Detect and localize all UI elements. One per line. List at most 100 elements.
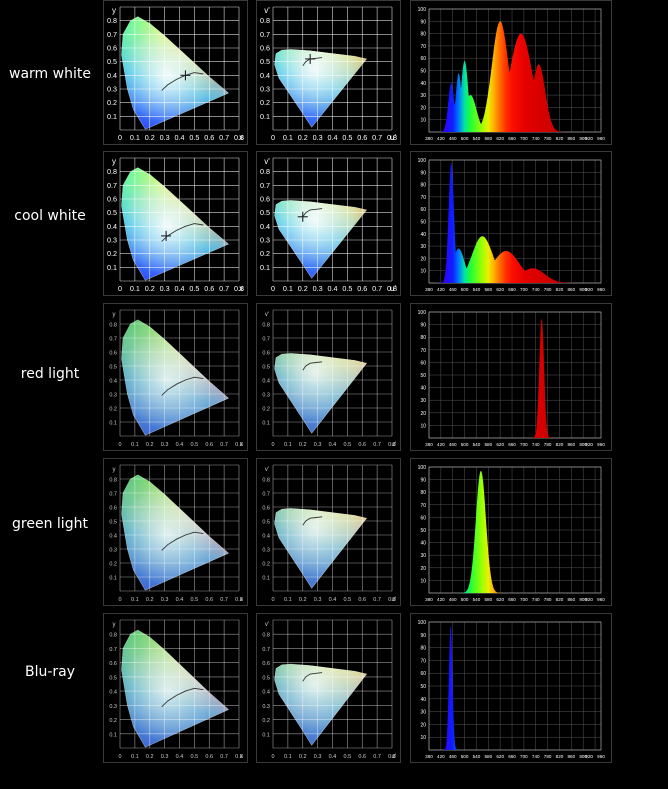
x-tick-label: 0.3 [161, 442, 169, 448]
x-tick-label: 0.3 [160, 284, 170, 293]
y-tick-label: 70 [420, 503, 426, 509]
spectral-locus [121, 629, 230, 748]
y-tick-label: 30 [420, 398, 426, 404]
y-tick-label: 0.6 [107, 195, 117, 204]
x-tick-label: 0.8 [234, 284, 244, 293]
y-tick-label: 0.5 [107, 57, 117, 66]
y-tick-label: 0.2 [260, 249, 270, 258]
x-axis-label: u' [392, 597, 396, 603]
y-tick-label: 0.5 [262, 365, 270, 371]
y-tick-label: 0.7 [107, 30, 117, 39]
x-tick-label: 0.7 [220, 442, 228, 448]
x-tick-label: 540 [473, 287, 481, 292]
y-tick-label: 0.8 [109, 323, 117, 329]
y-tick-label: 0.2 [107, 98, 117, 107]
y-tick-label: 0.3 [262, 393, 270, 399]
y-tick-label: 70 [420, 44, 426, 50]
y-tick-label: 20 [420, 411, 426, 417]
y-tick-label: 0.1 [262, 576, 270, 582]
x-tick-label: 660 [508, 442, 516, 447]
x-tick-label: 960 [597, 136, 605, 141]
x-tick-label: 0.6 [358, 754, 366, 760]
y-tick-label: 0.1 [107, 263, 117, 272]
y-tick-label: 10 [420, 269, 426, 275]
x-tick-label: 0.4 [328, 284, 338, 293]
y-tick-label: 20 [420, 105, 426, 111]
y-axis-label: v' [265, 467, 269, 473]
row-label-green-light: green light [12, 516, 88, 532]
y-tick-label: 0.4 [262, 534, 270, 540]
y-tick-label: 40 [420, 386, 426, 392]
planckian-locus [302, 516, 323, 526]
planckian-locus [161, 376, 204, 396]
x-tick-label: 380 [425, 754, 433, 759]
y-tick-label: 0.8 [262, 478, 270, 484]
y-tick-label: 0.5 [107, 208, 117, 217]
x-tick-label: 960 [597, 442, 605, 447]
planckian-locus [302, 361, 323, 371]
grid [272, 157, 393, 282]
y-tick-label: 50 [420, 220, 426, 226]
x-tick-label: 0.3 [314, 754, 322, 760]
y-tick-label: 40 [420, 232, 426, 238]
x-tick-label: 0 [118, 442, 121, 448]
x-tick-label: 0.6 [358, 597, 366, 603]
y-tick-label: 0.6 [262, 506, 270, 512]
y-tick-label: 60 [420, 515, 426, 521]
x-tick-label: 0.8 [235, 442, 243, 448]
y-tick-label: 100 [418, 158, 427, 164]
x-tick-label: 0.6 [204, 133, 214, 142]
x-tick-label: 0.2 [299, 754, 307, 760]
x-tick-label: 0.4 [176, 442, 184, 448]
y-tick-label: 0.4 [109, 379, 117, 385]
cie-uv-chart: 0 0.1 0.2 0.3 0.4 0.5 0.6 0.7 0.8 0.1 0.2 0.3 0.4 0.5… [262, 309, 396, 448]
x-tick-label: 0.6 [205, 442, 213, 448]
x-tick-label: 0.5 [344, 754, 352, 760]
y-tick-label: 50 [420, 373, 426, 379]
x-tick-label: 860 [568, 442, 576, 447]
x-tick-label: 540 [473, 442, 481, 447]
y-tick-label: 50 [420, 528, 426, 534]
y-tick-label: 0.1 [107, 112, 117, 121]
x-tick-label: 0.6 [205, 597, 213, 603]
y-axis-label: v' [265, 312, 269, 318]
y-tick-label: 50 [420, 69, 426, 75]
x-tick-label: 0 [118, 597, 121, 603]
x-tick-label: 620 [496, 597, 504, 602]
y-tick-label: 0.2 [107, 249, 117, 258]
x-tick-label: 460 [449, 287, 457, 292]
x-tick-label: 380 [425, 597, 433, 602]
x-tick-label: 0.4 [329, 442, 337, 448]
y-tick-label: 0.2 [262, 718, 270, 724]
x-tick-label: 380 [425, 287, 433, 292]
x-tick-label: 0.1 [284, 597, 292, 603]
x-tick-label: 0.6 [204, 284, 214, 293]
x-tick-label: 0.7 [373, 442, 381, 448]
y-axis-label: y [112, 6, 116, 15]
y-tick-label: 0.8 [262, 633, 270, 639]
y-tick-label: 0.4 [260, 222, 270, 231]
x-tick-label: 0.5 [344, 442, 352, 448]
x-tick-label: 0 [271, 597, 274, 603]
x-tick-label: 540 [473, 136, 481, 141]
chromaticity-point [161, 230, 172, 241]
y-tick-label: 0.4 [107, 222, 117, 231]
x-tick-label: 920 [585, 136, 593, 141]
cie-xy-panel: 0 0.1 0.2 0.3 0.4 0.5 0.6 0.7 0.8 0.1 0.2 0.3 0.4 0.5… [103, 303, 248, 451]
x-tick-label: 700 [520, 287, 528, 292]
y-tick-label: 60 [420, 360, 426, 366]
x-axis-label: x [240, 442, 243, 448]
x-axis-label: u' [390, 284, 396, 293]
x-tick-label: 0.7 [219, 284, 229, 293]
y-tick-label: 0.2 [262, 407, 270, 413]
x-tick-label: 820 [556, 287, 564, 292]
x-tick-label: 0 [271, 754, 274, 760]
planckian-locus [161, 531, 204, 551]
x-tick-label: 0.6 [357, 133, 367, 142]
cie-uv-chart: 0 0.1 0.2 0.3 0.4 0.5 0.6 0.7 0.8 0.1 0.2 0.3 0.4 0.5… [262, 619, 396, 760]
x-tick-label: 0.3 [313, 133, 323, 142]
x-tick-label: 0.8 [235, 597, 243, 603]
y-tick-label: 90 [420, 19, 426, 25]
y-axis-label: v' [264, 6, 270, 15]
y-tick-label: 0.3 [262, 704, 270, 710]
